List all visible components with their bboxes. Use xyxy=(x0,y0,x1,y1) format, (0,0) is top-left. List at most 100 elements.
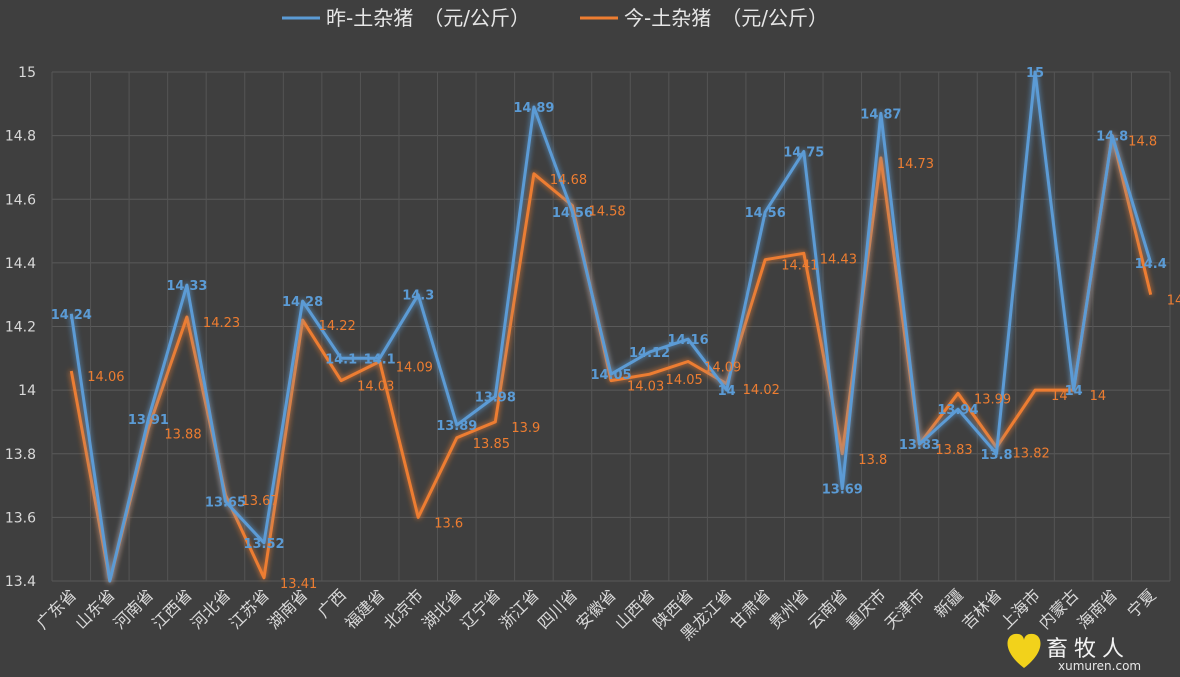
data-label-yesterday: 14.56 xyxy=(552,206,593,221)
data-label-today: 14.41 xyxy=(781,259,818,274)
data-label-yesterday: 14.12 xyxy=(629,346,670,361)
x-tick-label: 宁夏 xyxy=(1123,585,1159,621)
data-label-today: 14.02 xyxy=(743,383,780,398)
data-label-yesterday: 15 xyxy=(1026,66,1044,81)
data-label-today: 14.03 xyxy=(357,380,394,395)
data-label-today: 14.03 xyxy=(627,380,664,395)
data-label-today: 14.3 xyxy=(1167,294,1180,309)
y-tick-label: 14 xyxy=(18,383,36,399)
data-label-yesterday: 14 xyxy=(1065,384,1083,399)
x-tick-label: 北京市 xyxy=(380,585,427,632)
x-tick-label: 上海市 xyxy=(997,585,1044,632)
data-label-yesterday: 14.28 xyxy=(282,295,323,310)
data-label-yesterday: 14.56 xyxy=(745,206,786,221)
legend-label-yesterday: 昨-土杂猪 （元/公斤） xyxy=(326,6,530,30)
data-label-today: 14.09 xyxy=(396,360,433,375)
data-label-today: 14.23 xyxy=(203,316,240,331)
x-tick-label: 山西省 xyxy=(611,585,658,632)
series-line-today xyxy=(69,134,1153,583)
x-tick-label: 山东省 xyxy=(71,585,118,632)
data-label-today: 14 xyxy=(1090,389,1107,404)
legend-label-today: 今-土杂猪 （元/公斤） xyxy=(624,6,828,30)
data-label-today: 13.67 xyxy=(241,494,278,509)
data-label-yesterday: 14.33 xyxy=(166,279,207,294)
x-tick-label: 海南省 xyxy=(1074,585,1121,632)
heart-icon xyxy=(1007,633,1041,668)
x-tick-label: 重庆市 xyxy=(842,585,889,632)
series-lines xyxy=(69,70,1153,583)
x-tick-label: 辽宁省 xyxy=(457,585,504,632)
data-label-yesterday: 14 xyxy=(718,384,736,399)
data-label-today: 13.83 xyxy=(935,443,972,458)
data-label-today: 14.06 xyxy=(87,370,124,385)
data-label-yesterday: 13.91 xyxy=(128,413,169,428)
y-axis: 13.4 13.6 13.8 14 14.2 14.4 14.6 14.8 15 xyxy=(5,65,36,590)
y-tick-label: 13.8 xyxy=(5,447,36,463)
data-label-today: 13.6 xyxy=(434,516,463,531)
x-tick-label: 贵州省 xyxy=(765,585,812,632)
data-label-today: 14.43 xyxy=(820,252,857,267)
data-label-yesterday: 14.4 xyxy=(1135,257,1167,272)
data-label-yesterday: 14.3 xyxy=(402,289,434,304)
data-label-today: 14.09 xyxy=(704,360,741,375)
data-label-today: 14 xyxy=(1051,389,1068,404)
x-tick-label: 云南省 xyxy=(804,585,851,632)
data-label-yesterday: 14.87 xyxy=(860,107,901,122)
data-label-today: 14.68 xyxy=(550,173,587,188)
data-label-today: 13.99 xyxy=(974,392,1011,407)
x-tick-label: 河南省 xyxy=(110,585,157,632)
data-label-today: 13.9 xyxy=(511,421,540,436)
data-label-today: 13.82 xyxy=(1013,446,1050,461)
series-line-yesterday xyxy=(69,70,1153,583)
x-tick-label: 浙江省 xyxy=(495,585,542,632)
data-label-yesterday: 13.69 xyxy=(822,483,863,498)
data-label-today: 14.05 xyxy=(666,373,703,388)
y-tick-label: 13.4 xyxy=(5,574,36,590)
data-label-today: 14.58 xyxy=(588,205,625,220)
data-label-yesterday: 14.05 xyxy=(590,368,631,383)
data-label-today: 13.8 xyxy=(858,453,887,468)
data-label-yesterday: 13.98 xyxy=(475,390,516,405)
data-label-yesterday: 14.1 xyxy=(325,352,357,367)
x-tick-label: 江苏省 xyxy=(225,585,272,632)
chart-gridlines xyxy=(51,71,1171,582)
data-label-yesterday: 13.52 xyxy=(243,537,284,552)
x-tick-label: 河北省 xyxy=(187,585,234,632)
data-label-yesterday: 14.89 xyxy=(513,101,554,116)
data-label-yesterday: 13.83 xyxy=(899,438,940,453)
x-tick-label: 四川省 xyxy=(534,585,581,632)
y-tick-label: 14.6 xyxy=(5,192,36,208)
data-label-today: 13.88 xyxy=(164,427,201,442)
data-label-yesterday: 13.94 xyxy=(937,403,978,418)
data-label-yesterday: 13.65 xyxy=(205,495,246,510)
data-label-yesterday: 14.75 xyxy=(783,146,824,161)
legend: 昨-土杂猪 （元/公斤） 今-土杂猪 （元/公斤） xyxy=(282,6,828,30)
y-tick-label: 15 xyxy=(18,65,36,81)
x-tick-label: 安徽省 xyxy=(572,585,619,632)
y-tick-label: 13.6 xyxy=(5,510,36,526)
x-tick-label: 福建省 xyxy=(341,585,388,632)
data-label-yesterday: 14.16 xyxy=(668,333,709,348)
x-tick-label: 湖南省 xyxy=(264,585,311,632)
watermark-url: xumuren.com xyxy=(1058,659,1141,673)
x-tick-label: 江西省 xyxy=(148,585,195,632)
data-label-today: 14.73 xyxy=(897,157,934,172)
watermark: 畜牧人 xumuren.com xyxy=(1007,633,1141,673)
data-label-yesterday: 13.8 xyxy=(980,448,1012,463)
data-label-today: 13.85 xyxy=(473,437,510,452)
x-tick-label: 湖北省 xyxy=(418,585,465,632)
y-tick-label: 14.2 xyxy=(5,320,36,336)
x-tick-label: 内蒙古 xyxy=(1035,585,1082,632)
y-tick-label: 14.4 xyxy=(5,256,36,272)
x-tick-label: 吉林省 xyxy=(958,585,1005,632)
x-tick-label: 广东省 xyxy=(33,585,80,632)
watermark-text: 畜牧人 xyxy=(1046,637,1130,662)
x-tick-label: 甘肃省 xyxy=(727,585,774,632)
data-label-yesterday: 14.24 xyxy=(51,308,92,323)
data-label-yesterday: 14.8 xyxy=(1096,130,1128,145)
data-label-yesterday: 13.89 xyxy=(436,419,477,434)
data-label-yesterday: 14.1 xyxy=(364,352,396,367)
